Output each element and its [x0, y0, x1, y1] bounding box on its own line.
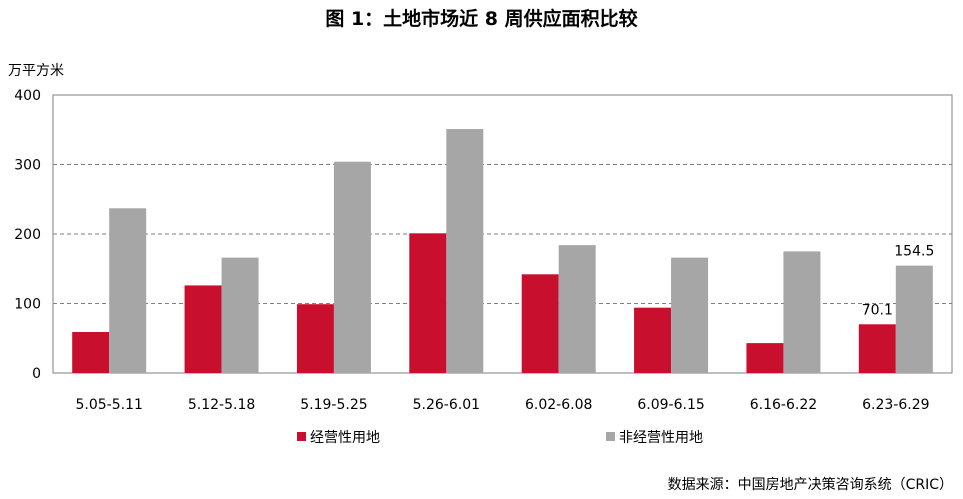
legend-label: 非经营性用地 [619, 430, 703, 446]
bar-operating [72, 331, 110, 373]
bar-operating [858, 324, 896, 373]
bar-non-operating [109, 208, 147, 373]
x-tick-label: 6.23-6.29 [862, 397, 929, 413]
bar-operating [409, 233, 447, 373]
bar-non-operating [895, 265, 933, 373]
bar-operating [521, 274, 559, 373]
bar-operating [746, 343, 784, 373]
legend-swatch [297, 432, 306, 441]
data-label: 154.5 [894, 244, 934, 260]
bar-non-operating [446, 129, 484, 373]
chart-title: 图 1：土地市场近 8 周供应面积比较 [325, 8, 638, 30]
x-tick-label: 6.09-6.15 [637, 397, 704, 413]
source-note: 数据来源：中国房地产决策咨询系统（CRIC） [667, 477, 953, 493]
x-tick-label: 6.02-6.08 [525, 397, 592, 413]
bar-non-operating [333, 161, 371, 373]
y-tick-label: 0 [32, 366, 41, 382]
legend-label: 经营性用地 [310, 430, 380, 446]
y-tick-label: 400 [14, 88, 41, 104]
bar-non-operating [221, 257, 259, 373]
x-tick-label: 5.26-6.01 [413, 397, 480, 413]
bar-operating [634, 307, 672, 373]
y-tick-label: 200 [14, 227, 41, 243]
legend-swatch [606, 432, 615, 441]
y-tick-label: 300 [14, 158, 41, 174]
x-tick-label: 5.05-5.11 [75, 397, 142, 413]
y-tick-label: 100 [14, 297, 41, 313]
bar-non-operating [783, 251, 821, 373]
bar-operating [296, 304, 334, 373]
x-tick-label: 6.16-6.22 [750, 397, 817, 413]
data-label: 70.1 [862, 302, 893, 318]
x-tick-label: 5.12-5.18 [188, 397, 255, 413]
y-axis-unit-label: 万平方米 [8, 63, 64, 79]
bar-operating [184, 285, 222, 373]
x-tick-label: 5.19-5.25 [300, 397, 367, 413]
bar-non-operating [558, 245, 596, 373]
bar-non-operating [671, 257, 709, 373]
